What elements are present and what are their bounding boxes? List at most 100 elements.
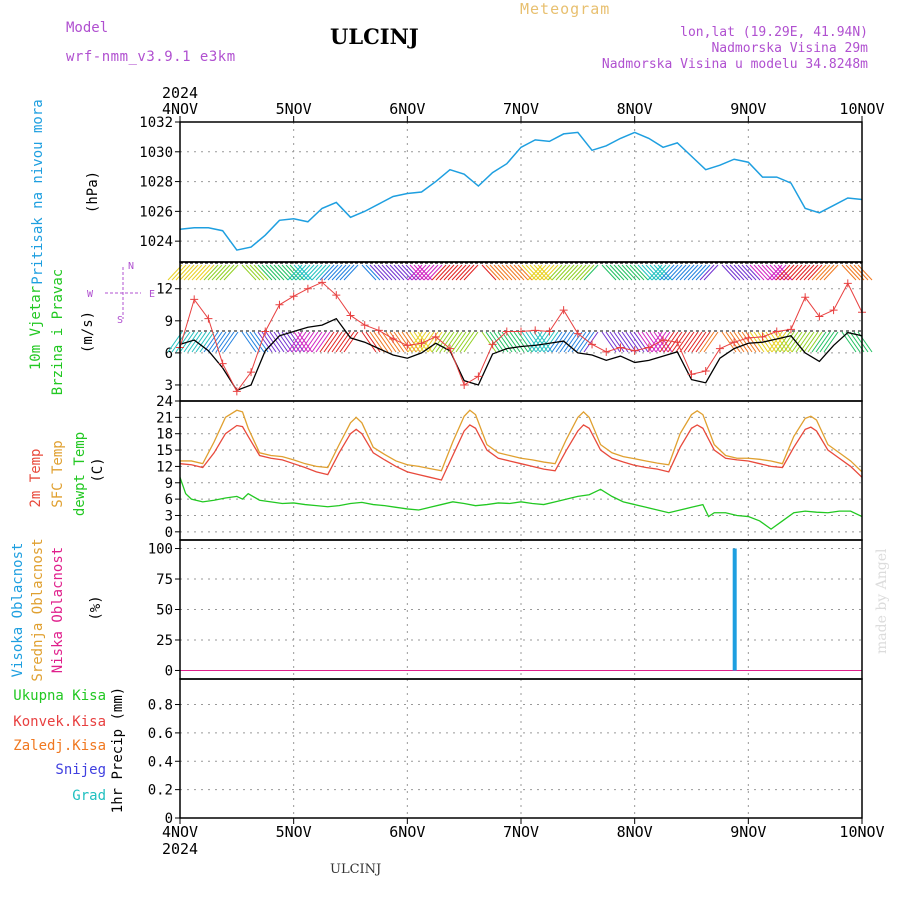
wind-barb [219,264,235,281]
wind-barb [691,264,707,281]
wind-barb [537,331,553,353]
temp-sfc-line [180,409,863,473]
wind-barb [571,331,587,353]
x-tick-label-top: 5NOV [276,100,312,118]
wind-gust-marker [303,284,312,293]
wind-barb [373,264,389,281]
wind-barb [799,264,815,281]
wind-barb [211,331,227,353]
wind-barb [413,331,429,353]
wind-barb [725,264,741,281]
wind-barb [675,331,691,353]
wind-barb [675,264,691,281]
wind-barb [287,331,303,353]
wind-barb [447,264,463,281]
wind-barb [621,331,637,353]
wind-barb [299,264,315,281]
x-tick-label-bottom: 8NOV [617,823,653,841]
temp-axis-title: 2m Temp [28,448,44,507]
wind-barb [241,264,257,281]
year-label-bottom: 2024 [162,840,198,858]
wind-barb [373,331,389,353]
wind-gust-marker [772,327,781,336]
wind-barb [439,331,455,353]
wind-barb [649,331,665,353]
wind-barb [287,264,303,281]
wind-barb [559,264,575,281]
wind-barb [765,331,781,353]
wind-barb [299,331,315,353]
wind-barb [659,264,675,281]
wind-barb [323,264,339,281]
wind-barb [621,264,637,281]
cloud-mid-title: Srednja Oblacnost [30,538,46,681]
wind-barb [431,264,447,281]
wind-barb [795,264,811,281]
wind-barb [311,331,327,353]
panel-frame [179,400,863,541]
wind-barb [579,331,595,353]
wind-barb [737,264,753,281]
wind-gust-marker [829,306,838,315]
wind-barb [761,331,777,353]
wind-barb [807,331,823,353]
wind-gust-marker [673,338,682,347]
temp-2m-line [179,424,863,481]
wind-barb [331,331,347,353]
station-coords: lon,lat (19.29E, 41.94N) [680,25,868,40]
y-tick-label: 25 [156,633,173,649]
wind-barb [191,264,207,281]
wind-barb [369,264,385,281]
x-tick-label-top: 4NOV [162,100,198,118]
wind-barb [291,264,307,281]
wind-barb [679,331,695,353]
wind-barb [455,331,471,353]
y-tick-label: 3 [165,508,173,524]
wind-barb [803,264,819,281]
wind-barb [335,331,351,353]
y-tick-label: 50 [156,603,173,619]
wind-barb [215,264,231,281]
wind-barb [741,331,757,353]
wind-barb [303,331,319,353]
wind-barb [365,264,381,281]
x-tick-label-bottom: 10NOV [839,823,884,841]
wind-barb [687,331,703,353]
wind-barb [543,331,559,353]
wind-barb [489,264,505,281]
wind-barb [245,264,261,281]
wind-barb [451,331,467,353]
wind-barb [737,331,753,353]
y-tick-label: 18 [156,427,173,443]
wind-barb [253,264,269,281]
x-tick-label-bottom: 6NOV [389,823,425,841]
wind-barb [857,264,873,281]
wind-axis-title-2: Brzina i Pravac [50,269,66,395]
wind-barb [841,331,857,353]
wind-barb [819,264,835,281]
wind-barb [625,331,641,353]
wind-barb [803,331,819,353]
wind-barb [315,331,331,353]
y-tick-label: 1028 [139,175,173,191]
wind-gust-marker [247,368,256,377]
wind-barb [415,264,431,281]
wind-barb [783,331,799,353]
wind-barb [609,331,625,353]
station-altitude: Nadmorska Visina 29m [711,41,868,56]
wind-barb [779,331,795,353]
wind-barb [527,264,543,281]
wind-barb [307,264,323,281]
wind-barb [845,264,861,281]
wind-barb [381,331,397,353]
x-tick-label-bottom: 5NOV [276,823,312,841]
wind-barb [269,264,285,281]
wind-gust-marker [517,327,525,336]
wind-barb [389,331,405,353]
wind-barb [579,264,595,281]
wind-barb [687,264,703,281]
wind-barb [787,264,803,281]
temp-axis-title-3: dewpt Temp [72,432,88,516]
wind-barb [559,331,575,353]
